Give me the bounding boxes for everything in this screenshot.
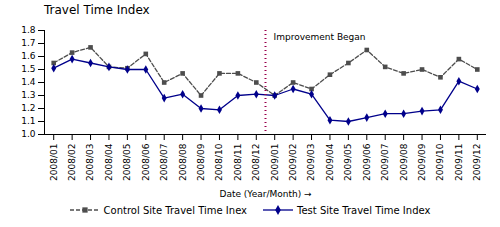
svg-text:1.2: 1.2 [21,103,35,113]
svg-text:2008/12: 2008/12 [251,144,261,181]
svg-text:2009/05: 2009/05 [343,144,353,181]
svg-text:2009/01: 2009/01 [270,144,280,181]
svg-text:1.7: 1.7 [21,38,35,48]
svg-text:2008/02: 2008/02 [67,144,77,181]
svg-text:2009/10: 2009/10 [435,143,445,181]
svg-text:1.5: 1.5 [21,64,35,74]
svg-text:2008/07: 2008/07 [159,144,169,181]
svg-text:2008/10: 2008/10 [214,143,224,181]
svg-text:2009/08: 2009/08 [399,143,409,181]
svg-text:2009/06: 2009/06 [362,143,372,181]
svg-text:1.6: 1.6 [21,51,36,61]
svg-text:Improvement Began: Improvement Began [274,32,366,42]
svg-text:1.1: 1.1 [21,116,35,126]
svg-text:2008/09: 2008/09 [196,143,206,181]
svg-text:2008/01: 2008/01 [49,144,59,181]
svg-text:2008/03: 2008/03 [85,144,95,181]
svg-text:2009/09: 2009/09 [417,143,427,181]
svg-text:2009/07: 2009/07 [380,144,390,181]
svg-text:2008/08: 2008/08 [178,143,188,181]
svg-text:Date (Year/Month) →: Date (Year/Month) → [219,189,312,199]
svg-text:2009/04: 2009/04 [325,143,335,181]
svg-text:2008/05: 2008/05 [122,144,132,181]
svg-text:2008/11: 2008/11 [233,144,243,181]
svg-text:2008/06: 2008/06 [141,143,151,181]
svg-text:2009/11: 2009/11 [454,144,464,181]
svg-text:1.8: 1.8 [21,25,36,35]
svg-text:2009/12: 2009/12 [472,144,482,181]
svg-text:2009/03: 2009/03 [306,144,316,181]
svg-text:2008/04: 2008/04 [104,143,114,181]
svg-text:1.3: 1.3 [21,90,35,100]
html-text:Travel Time Index: Travel Time Index [44,3,150,17]
svg-text:2009/02: 2009/02 [288,144,298,181]
svg-text:1.0: 1.0 [21,129,36,139]
html-text:Control Site Travel Time Inex: Control Site Travel Time Inex [103,204,247,216]
svg-text:1.4: 1.4 [21,77,36,87]
html-text:Test Site Travel Time Index: Test Site Travel Time Index [297,204,431,216]
